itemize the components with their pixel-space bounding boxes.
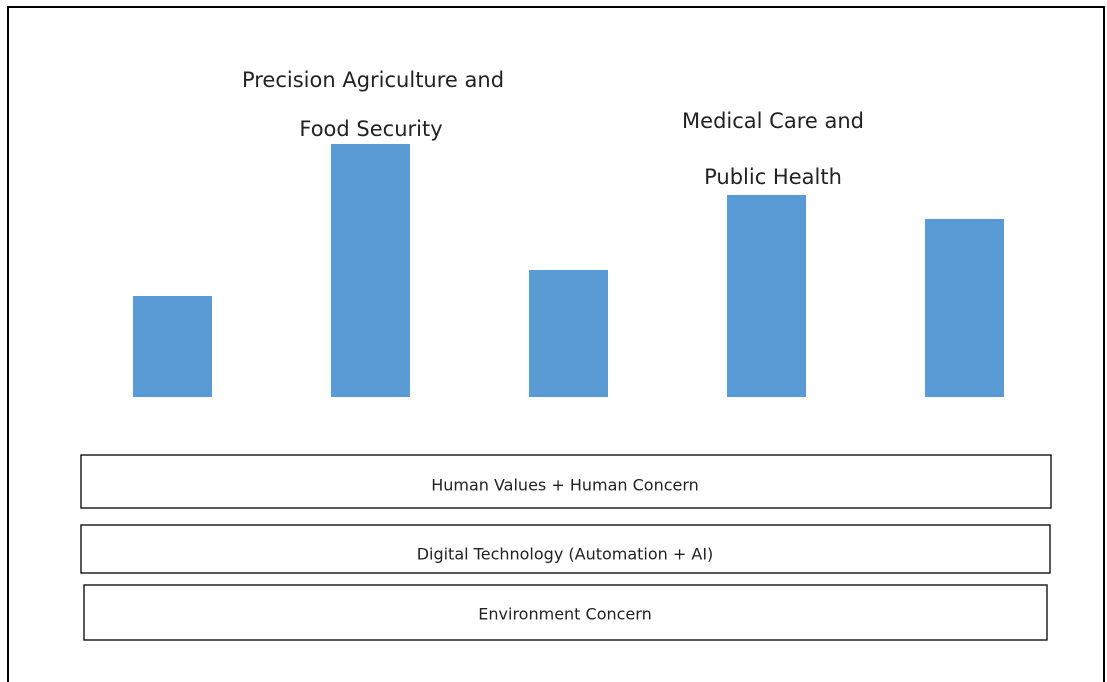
- layer-label: Digital Technology (Automation + AI): [417, 545, 714, 564]
- pillar-label: Food Security: [299, 117, 442, 141]
- layer-box: [80, 454, 1052, 509]
- pillar: [925, 219, 1004, 397]
- layer-box: [83, 584, 1048, 641]
- pillar: [727, 195, 806, 397]
- layer-label: Environment Concern: [478, 605, 651, 624]
- layer-label: Human Values + Human Concern: [431, 476, 699, 495]
- pillar: [331, 144, 410, 397]
- pillar-label: Medical Care and: [682, 109, 864, 133]
- pillar: [133, 296, 212, 397]
- pillar: [529, 270, 608, 397]
- pillar-label: Precision Agriculture and: [242, 68, 504, 92]
- pillar-label: Public Health: [704, 165, 842, 189]
- layer-box: [80, 524, 1051, 574]
